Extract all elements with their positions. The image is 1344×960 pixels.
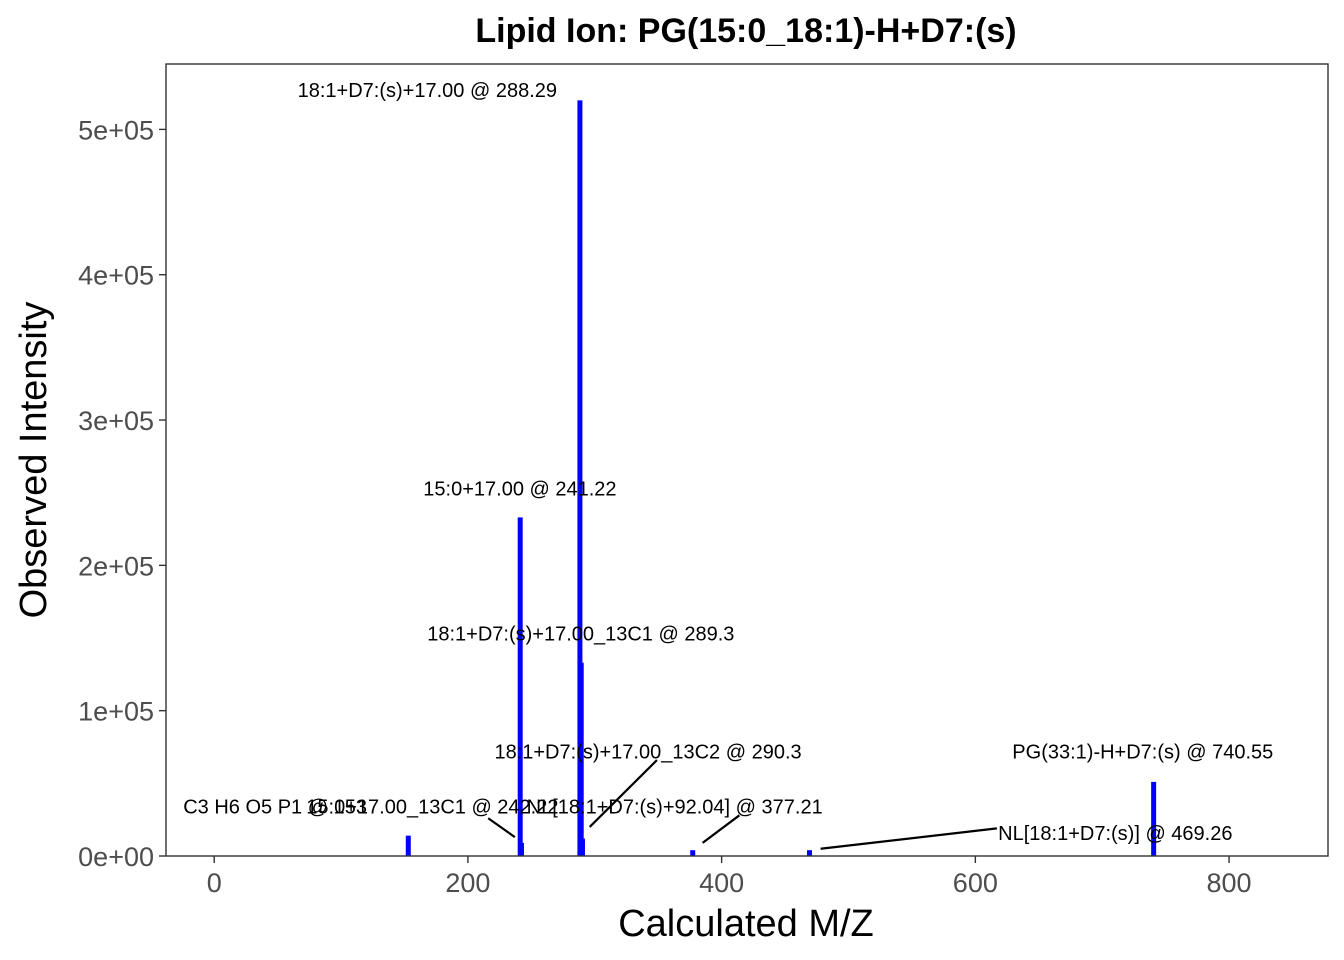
plot-area: 18:1+D7:(s)+17.00 @ 288.29 15:0+17.00 @ 2… — [183, 80, 1273, 856]
peak-bar-8 — [1151, 781, 1157, 856]
y-tick-label: 1e+05 — [78, 697, 154, 727]
peak-bar-6 — [690, 850, 696, 856]
y-tick-label: 0e+00 — [78, 842, 154, 872]
axes: 0 200 400 600 800 0e+00 1e+05 2e+05 3e+05 4e+05 5e… — [78, 115, 1251, 898]
x-tick-label: 800 — [1207, 868, 1252, 898]
peak-annotation-7: NL[18:1+D7:(s)+92.04] @ 377.21 — [527, 797, 823, 819]
annotation-leader-7 — [701, 814, 741, 844]
peak-annotation-5: C3 H6 O5 P1 @ 153 — [183, 797, 367, 819]
peak-annotation-0: 18:1+D7:(s)+17.00 @ 288.29 — [298, 80, 557, 102]
x-axis-title: Calculated M/Z — [618, 903, 874, 945]
peak-annotation-1: 15:0+17.00 @ 241.22 — [423, 478, 616, 500]
annotation-leader-8 — [820, 827, 998, 850]
y-tick-label: 2e+05 — [78, 551, 154, 581]
y-tick-label: 3e+05 — [78, 406, 154, 436]
annotation-leader-6 — [487, 817, 516, 839]
chart-title: Lipid Ion: PG(15:0_18:1)-H+D7:(s) — [475, 12, 1016, 50]
x-tick-label: 600 — [953, 868, 998, 898]
x-tick-label: 0 — [207, 868, 222, 898]
peak-bar-5 — [579, 838, 585, 856]
peak-annotation-6: 15:0+17.00_13C1 @ 242.22 — [306, 797, 558, 819]
peak-bar-0 — [405, 835, 411, 856]
peak-annotation-2: 18:1+D7:(s)+17.00_13C1 @ 289.3 — [427, 624, 734, 646]
peak-bar-2 — [518, 842, 524, 856]
peak-annotation-3: 18:1+D7:(s)+17.00_13C2 @ 290.3 — [494, 741, 801, 763]
y-axis-title: Observed Intensity — [13, 302, 55, 619]
peak-bar-3 — [577, 100, 583, 856]
plot-panel-border — [165, 63, 1329, 857]
y-tick-label: 4e+05 — [78, 261, 154, 291]
peak-bar-7 — [806, 850, 812, 856]
y-tick-label: 5e+05 — [78, 115, 154, 145]
peak-bar-1 — [517, 517, 523, 856]
x-tick-label: 400 — [699, 868, 744, 898]
peak-annotation-4: PG(33:1)-H+D7:(s) @ 740.55 — [1012, 741, 1273, 763]
peak-annotation-8: NL[18:1+D7:(s)] @ 469.26 — [998, 823, 1232, 845]
x-tick-label: 200 — [445, 868, 490, 898]
annotation-leader-3 — [588, 759, 658, 828]
peak-bar-4 — [578, 662, 584, 856]
